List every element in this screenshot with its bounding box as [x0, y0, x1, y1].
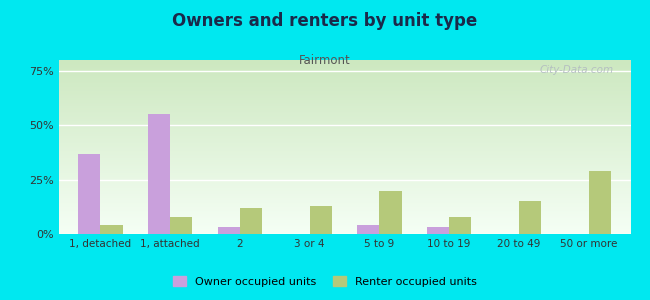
Bar [100, 225, 123, 234]
Text: Owners and renters by unit type: Owners and renters by unit type [172, 12, 478, 30]
Bar [589, 171, 611, 234]
Bar [449, 217, 471, 234]
Bar [427, 227, 449, 234]
Bar [309, 206, 332, 234]
Bar [78, 154, 100, 234]
Bar [170, 217, 192, 234]
Bar [148, 114, 170, 234]
Text: Fairmont: Fairmont [299, 54, 351, 67]
Bar [218, 227, 240, 234]
Bar [240, 208, 262, 234]
Bar [380, 190, 402, 234]
Legend: Owner occupied units, Renter occupied units: Owner occupied units, Renter occupied un… [168, 272, 482, 291]
Bar [519, 201, 541, 234]
Bar [357, 225, 380, 234]
Text: City-Data.com: City-Data.com [540, 65, 614, 75]
